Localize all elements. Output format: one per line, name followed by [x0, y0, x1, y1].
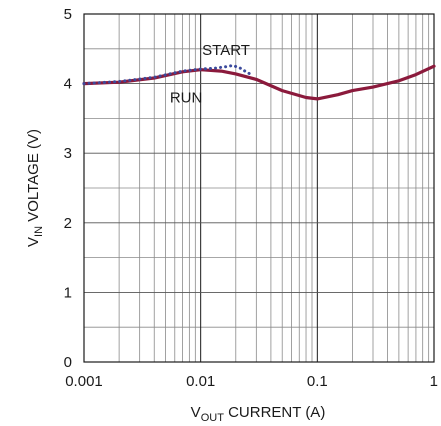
y-axis-title-main: V — [25, 237, 42, 247]
y-tick-label: 0 — [64, 354, 72, 371]
series-line-run — [82, 64, 436, 101]
x-tick-label: 0.01 — [186, 373, 215, 390]
major-gridlines — [84, 14, 434, 362]
series-layer — [82, 64, 436, 101]
x-axis-title-rest: CURRENT (A) — [224, 404, 325, 421]
y-tick-label: 1 — [64, 284, 72, 301]
y-tick-label: 3 — [64, 145, 72, 162]
y-tick-label: 4 — [64, 76, 72, 93]
minor-gridlines — [84, 14, 434, 362]
plot-frame — [83, 13, 435, 363]
x-tick-label: 0.001 — [65, 373, 103, 390]
annotation-run: RUN — [170, 90, 203, 107]
x-axis-title-main: V — [191, 404, 201, 421]
y-axis-title-sub: IN — [33, 226, 45, 237]
x-axis-title: VOUT CURRENT (A) — [191, 404, 326, 424]
series-line-start — [82, 64, 255, 86]
annotation-start: START — [202, 42, 250, 59]
y-tick-label: 5 — [64, 6, 72, 23]
annotations: START RUN — [170, 42, 250, 106]
y-tick-labels: 0 1 2 3 4 5 — [64, 6, 72, 371]
y-axis-title-rest: VOLTAGE (V) — [25, 129, 42, 226]
x-tick-label: 0.1 — [307, 373, 328, 390]
x-tick-label: 1 — [430, 373, 438, 390]
y-axis-title: VIN VOLTAGE (V) — [25, 129, 45, 247]
x-tick-labels: 0.001 0.01 0.1 1 — [65, 373, 438, 390]
x-axis-title-sub: OUT — [201, 412, 225, 424]
y-tick-label: 2 — [64, 215, 72, 232]
